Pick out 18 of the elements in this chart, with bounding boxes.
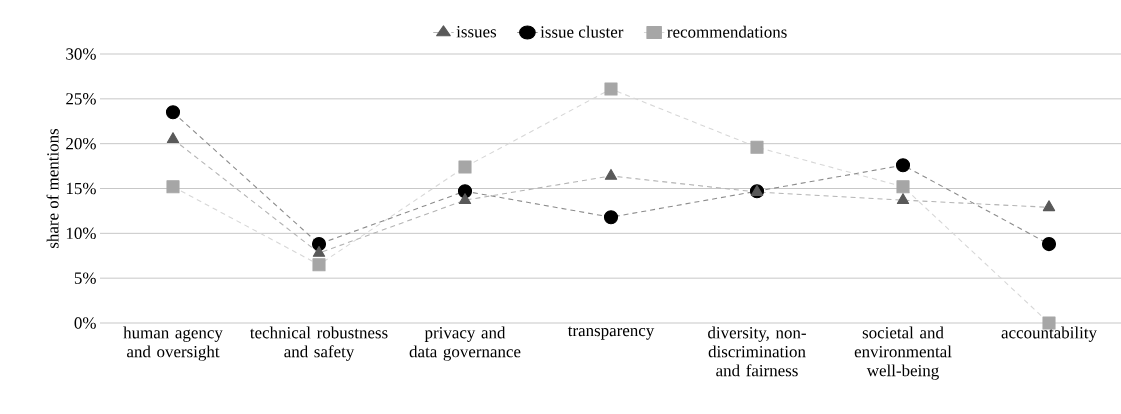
y-tick-label: 30% <box>66 48 96 60</box>
x-tick-label: accountability <box>1001 326 1097 342</box>
y-tick-label: 25% <box>66 93 96 105</box>
y-tick-label: 0% <box>74 317 96 329</box>
y-tick-label: 10% <box>66 227 96 240</box>
x-tick-label: privacy and data governance <box>409 326 521 361</box>
x-tick-label: diversity, non-discrimination and fairness <box>708 326 806 377</box>
x-tick-label: transparency <box>567 326 655 340</box>
y-axis-title: share of mentions <box>46 128 59 249</box>
legend-label: issue cluster <box>540 25 624 38</box>
legend-label: issues <box>456 26 497 38</box>
y-tick-label: 5% <box>74 272 96 284</box>
legend-label: recommendations <box>667 25 787 38</box>
y-tick-label: 15% <box>66 182 96 195</box>
x-tick-label: societal and environmental well-being <box>854 326 952 380</box>
y-tick-label: 20% <box>66 137 96 150</box>
x-tick-label: human agency and oversight <box>123 326 223 361</box>
x-tick-label: technical robustness and safety <box>250 326 388 361</box>
